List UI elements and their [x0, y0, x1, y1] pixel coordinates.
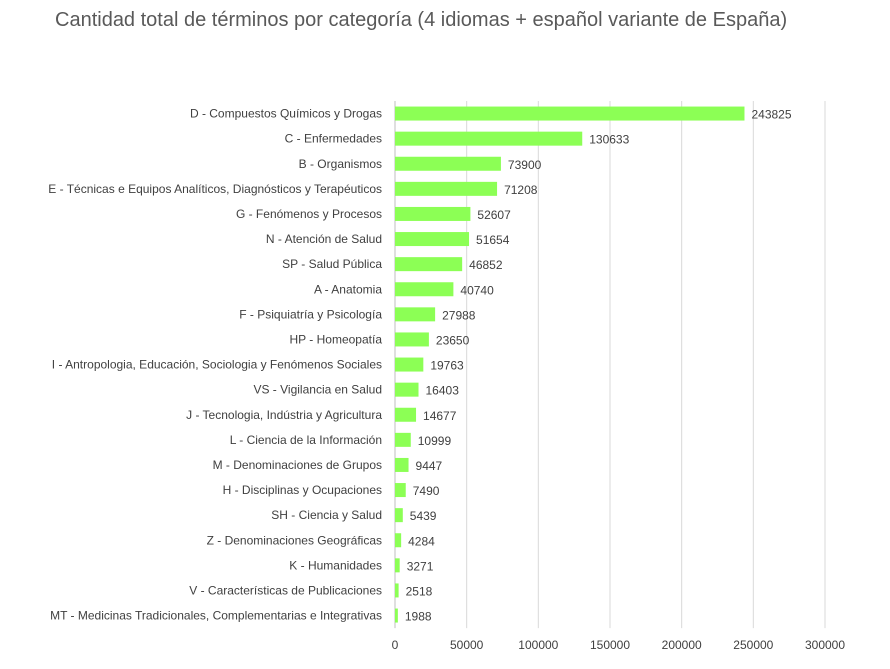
- bar: [395, 232, 470, 247]
- data-label: 23650: [436, 333, 470, 347]
- bar: [395, 432, 411, 447]
- bar: [395, 106, 745, 121]
- category-label: Z - Denominaciones Geográficas: [207, 533, 382, 547]
- category-labels: D - Compuestos Químicos y Drogas C - Enfe…: [48, 107, 382, 623]
- bar: [395, 508, 403, 523]
- data-label: 52607: [477, 208, 511, 222]
- category-label: D - Compuestos Químicos y Drogas: [190, 107, 382, 121]
- bar: [395, 558, 400, 573]
- data-label: 5439: [410, 509, 437, 523]
- category-label: J - Tecnologia, Indústria y Agricultura: [186, 408, 382, 422]
- category-label: G - Fenómenos y Procesos: [236, 207, 382, 221]
- data-label: 2518: [406, 584, 433, 598]
- data-label: 71208: [504, 183, 538, 197]
- bar: [395, 131, 583, 146]
- data-label: 243825: [751, 108, 791, 122]
- bar: [395, 608, 398, 623]
- data-label: 14677: [423, 409, 457, 423]
- data-label: 46852: [469, 258, 503, 272]
- data-label: 27988: [442, 308, 476, 322]
- category-label: SP - Salud Pública: [282, 257, 382, 271]
- bar: [395, 206, 471, 221]
- data-label: 7490: [413, 484, 440, 498]
- category-label: F - Psiquiatría y Psicología: [239, 307, 382, 321]
- data-label: 51654: [476, 233, 510, 247]
- x-tick-label: 250000: [733, 638, 773, 652]
- bar: [395, 181, 498, 196]
- bar: [395, 332, 429, 347]
- bar: [395, 307, 436, 322]
- x-tick-label: 200000: [662, 638, 702, 652]
- category-label: E - Técnicas e Equipos Analíticos, Diagn…: [48, 182, 382, 196]
- x-tick-label: 100000: [518, 638, 558, 652]
- chart-title: Cantidad total de términos por categoría…: [55, 9, 788, 31]
- data-label: 1988: [405, 610, 432, 624]
- data-label: 16403: [426, 384, 460, 398]
- data-label: 10999: [418, 434, 452, 448]
- data-label: 19763: [430, 359, 464, 373]
- category-label: MT - Medicinas Tradicionales, Complement…: [50, 609, 382, 623]
- x-tick-label: 0: [392, 638, 399, 652]
- bar: [395, 257, 463, 272]
- bar: [395, 382, 419, 397]
- bar: [395, 583, 399, 598]
- x-tick-labels: 0 50000 100000 150000 200000 250000 300000: [392, 638, 846, 652]
- data-label: 9447: [416, 459, 443, 473]
- category-label: V - Características de Publicaciones: [189, 583, 382, 597]
- category-label: M - Denominaciones de Grupos: [213, 458, 382, 472]
- category-label: L - Ciencia de la Información: [230, 433, 382, 447]
- bar: [395, 483, 406, 498]
- bar: [395, 282, 454, 297]
- category-label: A - Anatomia: [314, 282, 382, 296]
- category-label: H - Disciplinas y Ocupaciones: [223, 483, 382, 497]
- category-label: K - Humanidades: [289, 558, 382, 572]
- bar: [395, 533, 402, 548]
- category-label: N - Atención de Salud: [266, 232, 382, 246]
- bars: 243825 130633 73900 71208 52607 51654 46852 407…: [395, 106, 792, 624]
- bar: [395, 357, 424, 372]
- category-label: VS - Vigilancia en Salud: [253, 383, 382, 397]
- x-tick-label: 300000: [805, 638, 845, 652]
- data-label: 3271: [407, 559, 434, 573]
- x-tick-label: 150000: [590, 638, 630, 652]
- data-label: 40740: [460, 283, 494, 297]
- data-label: 73900: [508, 158, 542, 172]
- category-label: SH - Ciencia y Salud: [271, 508, 382, 522]
- x-tick-label: 50000: [450, 638, 484, 652]
- bar: [395, 457, 409, 472]
- category-label: I - Antropologia, Educación, Sociologia …: [52, 358, 382, 372]
- category-label: C - Enfermedades: [285, 132, 382, 146]
- bar: [395, 156, 501, 171]
- data-label: 130633: [589, 133, 629, 147]
- category-label: B - Organismos: [299, 157, 382, 171]
- data-label: 4284: [408, 534, 435, 548]
- bar: [395, 407, 417, 422]
- category-label: HP - Homeopatía: [290, 332, 383, 346]
